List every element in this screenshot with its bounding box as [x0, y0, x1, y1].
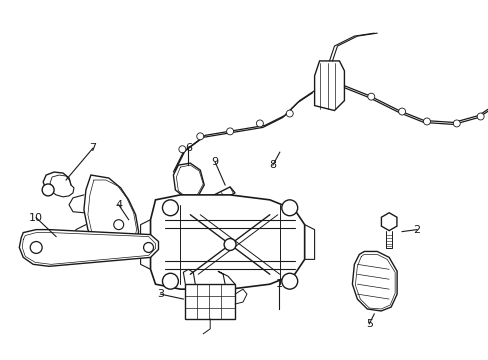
- Circle shape: [226, 128, 233, 135]
- Text: 8: 8: [269, 160, 276, 170]
- Circle shape: [256, 120, 263, 127]
- Text: 6: 6: [184, 143, 191, 153]
- Circle shape: [42, 184, 54, 196]
- Circle shape: [162, 273, 178, 289]
- Circle shape: [224, 239, 236, 251]
- Circle shape: [285, 110, 293, 117]
- Circle shape: [162, 200, 178, 216]
- Polygon shape: [150, 195, 304, 289]
- Circle shape: [367, 93, 374, 100]
- Text: 1: 1: [275, 279, 282, 289]
- Circle shape: [398, 108, 405, 115]
- Circle shape: [30, 242, 42, 253]
- Text: 5: 5: [365, 319, 372, 329]
- Text: 7: 7: [89, 143, 96, 153]
- Polygon shape: [173, 163, 204, 198]
- Circle shape: [143, 243, 153, 252]
- Circle shape: [196, 133, 203, 140]
- Text: 3: 3: [157, 289, 163, 299]
- Circle shape: [281, 273, 297, 289]
- Circle shape: [114, 220, 123, 230]
- Text: 4: 4: [115, 200, 122, 210]
- Text: 10: 10: [29, 213, 43, 223]
- Polygon shape: [185, 284, 235, 319]
- Polygon shape: [352, 251, 396, 311]
- Circle shape: [452, 120, 459, 127]
- Circle shape: [179, 146, 185, 153]
- Polygon shape: [190, 187, 235, 215]
- Polygon shape: [314, 61, 344, 111]
- Polygon shape: [19, 230, 158, 266]
- Polygon shape: [84, 175, 138, 255]
- Text: 9: 9: [211, 157, 218, 167]
- Circle shape: [476, 113, 483, 120]
- Circle shape: [281, 200, 297, 216]
- Text: 2: 2: [413, 225, 420, 235]
- Polygon shape: [381, 213, 396, 231]
- Circle shape: [423, 118, 429, 125]
